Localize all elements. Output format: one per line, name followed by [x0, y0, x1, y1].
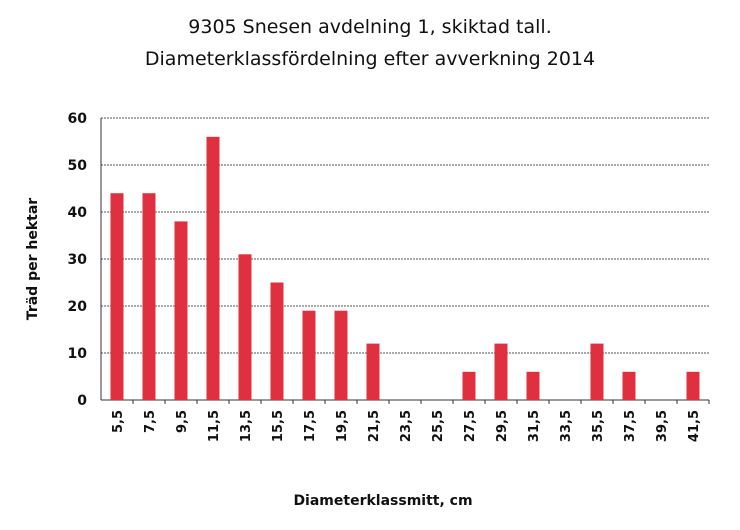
x-tick-label: 25,5	[431, 410, 446, 442]
bar	[686, 371, 700, 400]
x-tick-label: 13,5	[239, 410, 254, 442]
bar	[238, 254, 252, 400]
x-tick-label: 7,5	[143, 410, 158, 433]
y-tick-label: 10	[68, 346, 88, 362]
x-tick-label: 11,5	[207, 410, 222, 442]
x-tick-labels: 5,5 7,5 9,5 11,5 13,5 15,5 17,5 19,5 21,5 23,5 25,…	[111, 400, 710, 442]
x-tick-label: 17,5	[303, 410, 318, 442]
bar	[366, 343, 380, 400]
bar	[334, 310, 348, 400]
y-tick-label: 50	[68, 158, 88, 174]
x-tick-label: 35,5	[591, 410, 606, 442]
x-axis-label: Diameterklassmitt, cm	[293, 493, 472, 509]
x-tick-label: 33,5	[559, 410, 574, 442]
y-axis-label: Träd per hektar	[25, 198, 41, 320]
gridlines	[101, 117, 709, 354]
bar	[302, 310, 316, 400]
x-tick-label: 39,5	[655, 410, 670, 442]
x-tick-label: 27,5	[463, 410, 478, 442]
bar	[110, 193, 124, 400]
bar	[206, 136, 220, 401]
bar	[494, 343, 508, 400]
y-tick-label: 20	[68, 299, 88, 315]
chart-subtitle: Diameterklassfördelning efter avverkning…	[144, 48, 596, 70]
x-tick-label: 23,5	[399, 410, 414, 442]
y-tick-label: 30	[68, 252, 88, 268]
x-tick-label: 31,5	[527, 410, 542, 442]
y-tick-label: 0	[77, 393, 87, 409]
bar	[622, 371, 636, 400]
y-tick-labels: 0 10 20 30 40 50 60	[68, 111, 88, 409]
bar	[526, 371, 540, 400]
bar	[142, 193, 156, 400]
x-tick-label: 29,5	[495, 410, 510, 442]
bar	[462, 371, 476, 400]
bar	[174, 221, 188, 400]
x-tick-label: 21,5	[367, 410, 382, 442]
bar	[590, 343, 604, 400]
x-tick-label: 19,5	[335, 410, 350, 442]
bars	[110, 136, 700, 401]
x-tick-label: 9,5	[175, 410, 190, 433]
x-tick-label: 15,5	[271, 410, 286, 442]
y-tick-label: 40	[68, 205, 88, 221]
bar	[270, 282, 284, 400]
x-tick-label: 41,5	[687, 410, 702, 442]
chart-title: 9305 Snesen avdelning 1, skiktad tall.	[188, 16, 552, 38]
y-tick-label: 60	[68, 111, 88, 127]
x-tick-label: 5,5	[111, 410, 126, 433]
x-tick-label: 37,5	[623, 410, 638, 442]
